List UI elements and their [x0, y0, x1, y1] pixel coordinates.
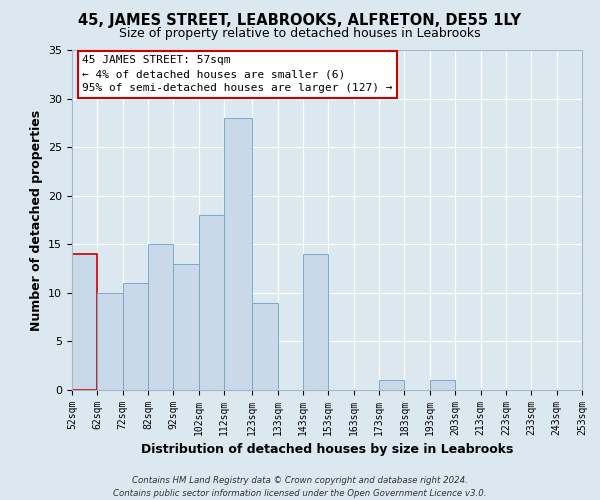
Text: Contains HM Land Registry data © Crown copyright and database right 2024.
Contai: Contains HM Land Registry data © Crown c…	[113, 476, 487, 498]
X-axis label: Distribution of detached houses by size in Leabrooks: Distribution of detached houses by size …	[141, 444, 513, 456]
Bar	[123, 283, 148, 390]
Y-axis label: Number of detached properties: Number of detached properties	[29, 110, 43, 330]
Text: Size of property relative to detached houses in Leabrooks: Size of property relative to detached ho…	[119, 28, 481, 40]
Bar	[97, 293, 123, 390]
Bar	[148, 244, 173, 390]
Bar	[173, 264, 199, 390]
Bar	[252, 302, 278, 390]
Bar	[199, 215, 224, 390]
Bar	[379, 380, 404, 390]
Bar	[303, 254, 328, 390]
Text: 45 JAMES STREET: 57sqm
← 4% of detached houses are smaller (6)
95% of semi-detac: 45 JAMES STREET: 57sqm ← 4% of detached …	[82, 55, 392, 93]
Bar	[224, 118, 252, 390]
Bar	[72, 254, 97, 390]
Bar	[430, 380, 455, 390]
Text: 45, JAMES STREET, LEABROOKS, ALFRETON, DE55 1LY: 45, JAMES STREET, LEABROOKS, ALFRETON, D…	[79, 12, 521, 28]
